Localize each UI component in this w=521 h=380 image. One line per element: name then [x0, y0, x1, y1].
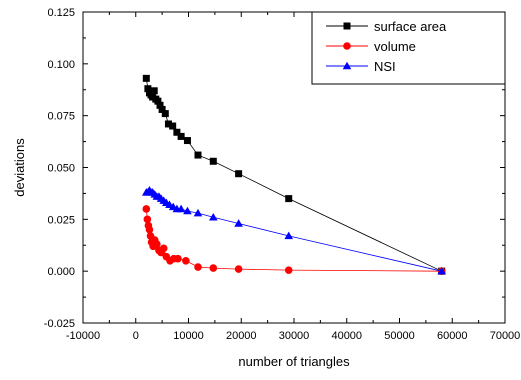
data-point-surface-area: [177, 132, 185, 140]
series-line-nsi: [146, 189, 442, 272]
y-tick-label: 0.000: [47, 266, 75, 278]
legend-label-nsi: NSI: [374, 59, 396, 74]
data-point-surface-area: [164, 120, 172, 128]
data-point-volume: [142, 205, 151, 213]
legend-entry-surface-area: surface area: [326, 19, 447, 34]
data-point-nsi: [193, 208, 203, 217]
data-point-surface-area: [156, 101, 164, 109]
data-point-volume: [145, 225, 154, 234]
y-tick-label: 0.075: [47, 111, 75, 123]
data-point-surface-area: [158, 105, 166, 113]
data-point-volume: [159, 244, 168, 253]
legend-entry-volume: volume: [326, 39, 416, 54]
x-tick-label: 50000: [384, 330, 415, 342]
x-tick-label: -10000: [66, 330, 100, 342]
x-axis-title: number of triangles: [238, 354, 350, 369]
data-point-nsi: [284, 231, 294, 240]
data-point-volume: [182, 257, 190, 265]
y-tick-label: 0.050: [47, 163, 75, 175]
data-point-volume: [194, 263, 202, 271]
legend-label-surface-area: surface area: [374, 19, 447, 34]
y-tick-label: 0.025: [47, 214, 75, 226]
series-nsi: [142, 186, 446, 275]
series-line-volume: [145, 208, 442, 272]
x-tick-label: 60000: [437, 330, 468, 342]
data-point-volume: [209, 264, 218, 272]
data-point-volume: [153, 240, 161, 249]
x-tick-label: 10000: [173, 330, 204, 342]
data-point-surface-area: [154, 97, 162, 105]
x-axis-tick-labels: -10000 0 10000 20000 30000 40000 50000 60000 700…: [66, 330, 520, 342]
series-line-surface-area: [145, 78, 442, 272]
data-point-surface-area: [173, 128, 181, 136]
data-point-nsi: [437, 266, 446, 275]
x-tick-label: 40000: [331, 330, 362, 342]
data-point-surface-area: [142, 74, 150, 82]
data-point-surface-area: [161, 110, 169, 118]
legend-label-volume: volume: [374, 39, 416, 54]
legend: surface area volume NSI: [311, 11, 506, 85]
data-point-surface-area: [169, 122, 177, 130]
data-point-surface-area: [209, 157, 217, 165]
data-point-nsi: [183, 206, 192, 215]
data-point-surface-area: [194, 151, 202, 159]
x-tick-label: 70000: [490, 330, 521, 342]
y-axis-title: deviations: [12, 138, 27, 197]
legend-swatch-marker-volume: [343, 42, 351, 50]
data-point-surface-area: [144, 85, 152, 93]
data-point-surface-area: [150, 87, 158, 95]
x-tick-label: 0: [133, 330, 139, 342]
data-point-volume: [174, 254, 182, 263]
y-tick-label: 0.125: [47, 7, 75, 19]
data-point-nsi: [208, 212, 218, 221]
legend-swatch-marker-nsi: [342, 61, 352, 70]
data-point-nsi: [176, 204, 186, 213]
series-surface-area: [142, 74, 446, 275]
y-tick-label: 0.100: [47, 59, 75, 71]
series-volume: [142, 205, 446, 275]
series-group: [142, 74, 446, 275]
y-axis-tick-labels: -0.025 0.000 0.025 0.050 0.075 0.100 0.125: [44, 7, 75, 330]
data-point-volume: [284, 266, 293, 274]
x-tick-label: 30000: [279, 330, 310, 342]
data-point-surface-area: [285, 195, 293, 203]
y-tick-label: -0.025: [44, 318, 75, 330]
legend-swatch-marker-surface-area: [343, 22, 351, 30]
data-point-surface-area: [183, 137, 191, 145]
data-point-volume: [234, 265, 243, 273]
data-point-volume: [143, 215, 152, 224]
data-point-surface-area: [235, 170, 243, 178]
data-point-nsi: [234, 219, 243, 227]
x-tick-label: 20000: [226, 330, 257, 342]
legend-entry-nsi: NSI: [326, 59, 396, 74]
